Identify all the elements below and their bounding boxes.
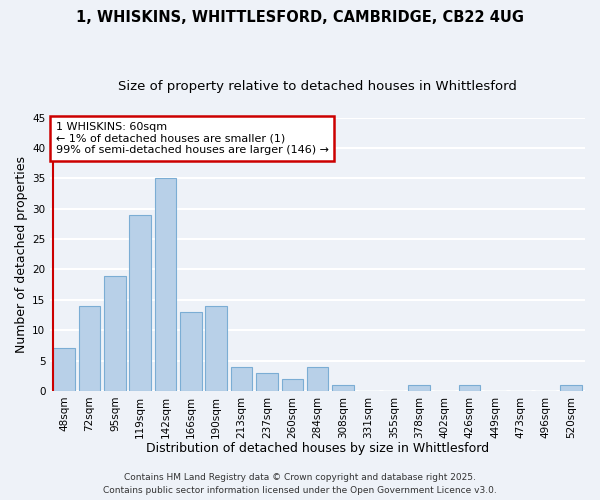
Text: 1 WHISKINS: 60sqm
← 1% of detached houses are smaller (1)
99% of semi-detached h: 1 WHISKINS: 60sqm ← 1% of detached house… bbox=[56, 122, 329, 155]
Bar bbox=[79, 306, 100, 391]
Bar bbox=[307, 366, 328, 391]
Bar bbox=[205, 306, 227, 391]
Bar bbox=[281, 378, 303, 391]
Bar bbox=[408, 385, 430, 391]
Bar bbox=[53, 348, 75, 391]
Bar bbox=[231, 366, 253, 391]
Y-axis label: Number of detached properties: Number of detached properties bbox=[15, 156, 28, 353]
Text: 1, WHISKINS, WHITTLESFORD, CAMBRIDGE, CB22 4UG: 1, WHISKINS, WHITTLESFORD, CAMBRIDGE, CB… bbox=[76, 10, 524, 25]
Bar bbox=[104, 276, 125, 391]
X-axis label: Distribution of detached houses by size in Whittlesford: Distribution of detached houses by size … bbox=[146, 442, 489, 455]
Bar bbox=[332, 385, 354, 391]
Bar bbox=[560, 385, 582, 391]
Bar bbox=[180, 312, 202, 391]
Bar bbox=[155, 178, 176, 391]
Bar bbox=[459, 385, 481, 391]
Bar bbox=[256, 372, 278, 391]
Bar bbox=[130, 215, 151, 391]
Title: Size of property relative to detached houses in Whittlesford: Size of property relative to detached ho… bbox=[118, 80, 517, 93]
Text: Contains HM Land Registry data © Crown copyright and database right 2025.
Contai: Contains HM Land Registry data © Crown c… bbox=[103, 473, 497, 495]
